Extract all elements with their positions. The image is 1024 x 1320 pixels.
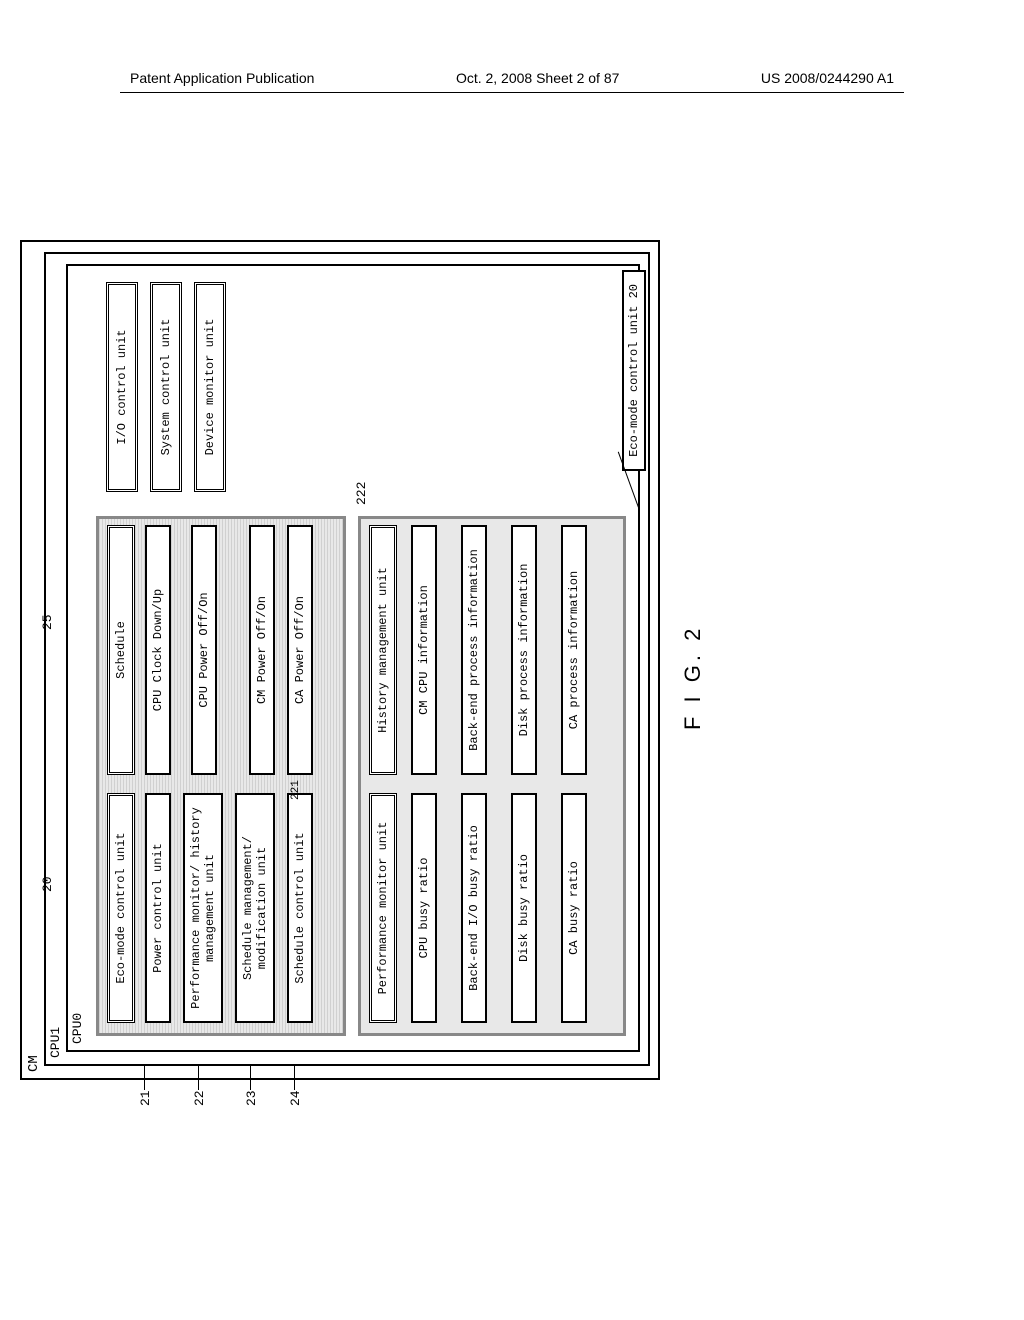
ref-221: 221 (290, 780, 302, 800)
history-mgmt-unit: History management unit (369, 525, 397, 775)
ref-20: 20 (40, 876, 55, 892)
cpu-clock-box: CPU Clock Down/Up (145, 525, 171, 775)
figure-container: CM CPU1 CPU0 20 25 Eco-mode control unit… (90, 300, 930, 1000)
power-control-unit: Power control unit (145, 793, 171, 1023)
ca-power-box: CA Power Off/On (287, 525, 313, 775)
cpu0-label: CPU0 (70, 1013, 85, 1044)
cm-power-box: CM Power Off/On (249, 525, 275, 775)
header-center: Oct. 2, 2008 Sheet 2 of 87 (456, 70, 619, 86)
device-monitor-unit: Device monitor unit (194, 282, 226, 492)
ca-process-info: CA process information (561, 525, 587, 775)
cm-label: CM (26, 1055, 42, 1072)
perf-hist-group: Performance monitor unit CPU busy ratio … (358, 516, 626, 1036)
eco-footer-label: Eco-mode control unit 20 (622, 270, 646, 471)
ca-busy-ratio: CA busy ratio (561, 793, 587, 1023)
ref-25: 25 (40, 614, 55, 630)
figure-caption: F I G. 2 (680, 625, 706, 730)
cm-cpu-info: CM CPU information (411, 525, 437, 775)
header-right: US 2008/0244290 A1 (761, 70, 894, 86)
perf-monitor-unit: Performance monitor unit (369, 793, 397, 1023)
cpu1-label: CPU1 (48, 1027, 63, 1058)
backend-busy-ratio: Back-end I/O busy ratio (461, 793, 487, 1023)
cpu1-box: CPU1 CPU0 20 25 Eco-mode control unit Po… (44, 252, 650, 1066)
block-diagram: CM CPU1 CPU0 20 25 Eco-mode control unit… (20, 240, 720, 1080)
backend-process-info: Back-end process information (461, 525, 487, 775)
system-control-unit: System control unit (150, 282, 182, 492)
ref-21: 21 (138, 1090, 153, 1106)
header-rule (120, 92, 904, 93)
header-left: Patent Application Publication (130, 70, 314, 86)
ref-222: 222 (354, 482, 369, 505)
ref-24: 24 (288, 1090, 303, 1106)
io-control-unit: I/O control unit (106, 282, 138, 492)
disk-process-info: Disk process information (511, 525, 537, 775)
cm-box: CM CPU1 CPU0 20 25 Eco-mode control unit… (20, 240, 660, 1080)
sched-ctrl-unit: Schedule control unit (287, 793, 313, 1023)
cpu-busy-ratio: CPU busy ratio (411, 793, 437, 1023)
cpu0-box: CPU0 20 25 Eco-mode control unit Power c… (66, 264, 640, 1052)
sched-mgmt-unit: Schedule management/ modification unit (235, 793, 275, 1023)
ref-23: 23 (244, 1090, 259, 1106)
eco-mode-group: Eco-mode control unit Power control unit… (96, 516, 346, 1036)
cpu-power-box: CPU Power Off/On (191, 525, 217, 775)
schedule-box: Schedule (107, 525, 135, 775)
eco-mode-title: Eco-mode control unit (107, 793, 135, 1023)
disk-busy-ratio: Disk busy ratio (511, 793, 537, 1023)
ref-22: 22 (192, 1090, 207, 1106)
perf-hist-unit: Performance monitor/ history management … (183, 793, 223, 1023)
